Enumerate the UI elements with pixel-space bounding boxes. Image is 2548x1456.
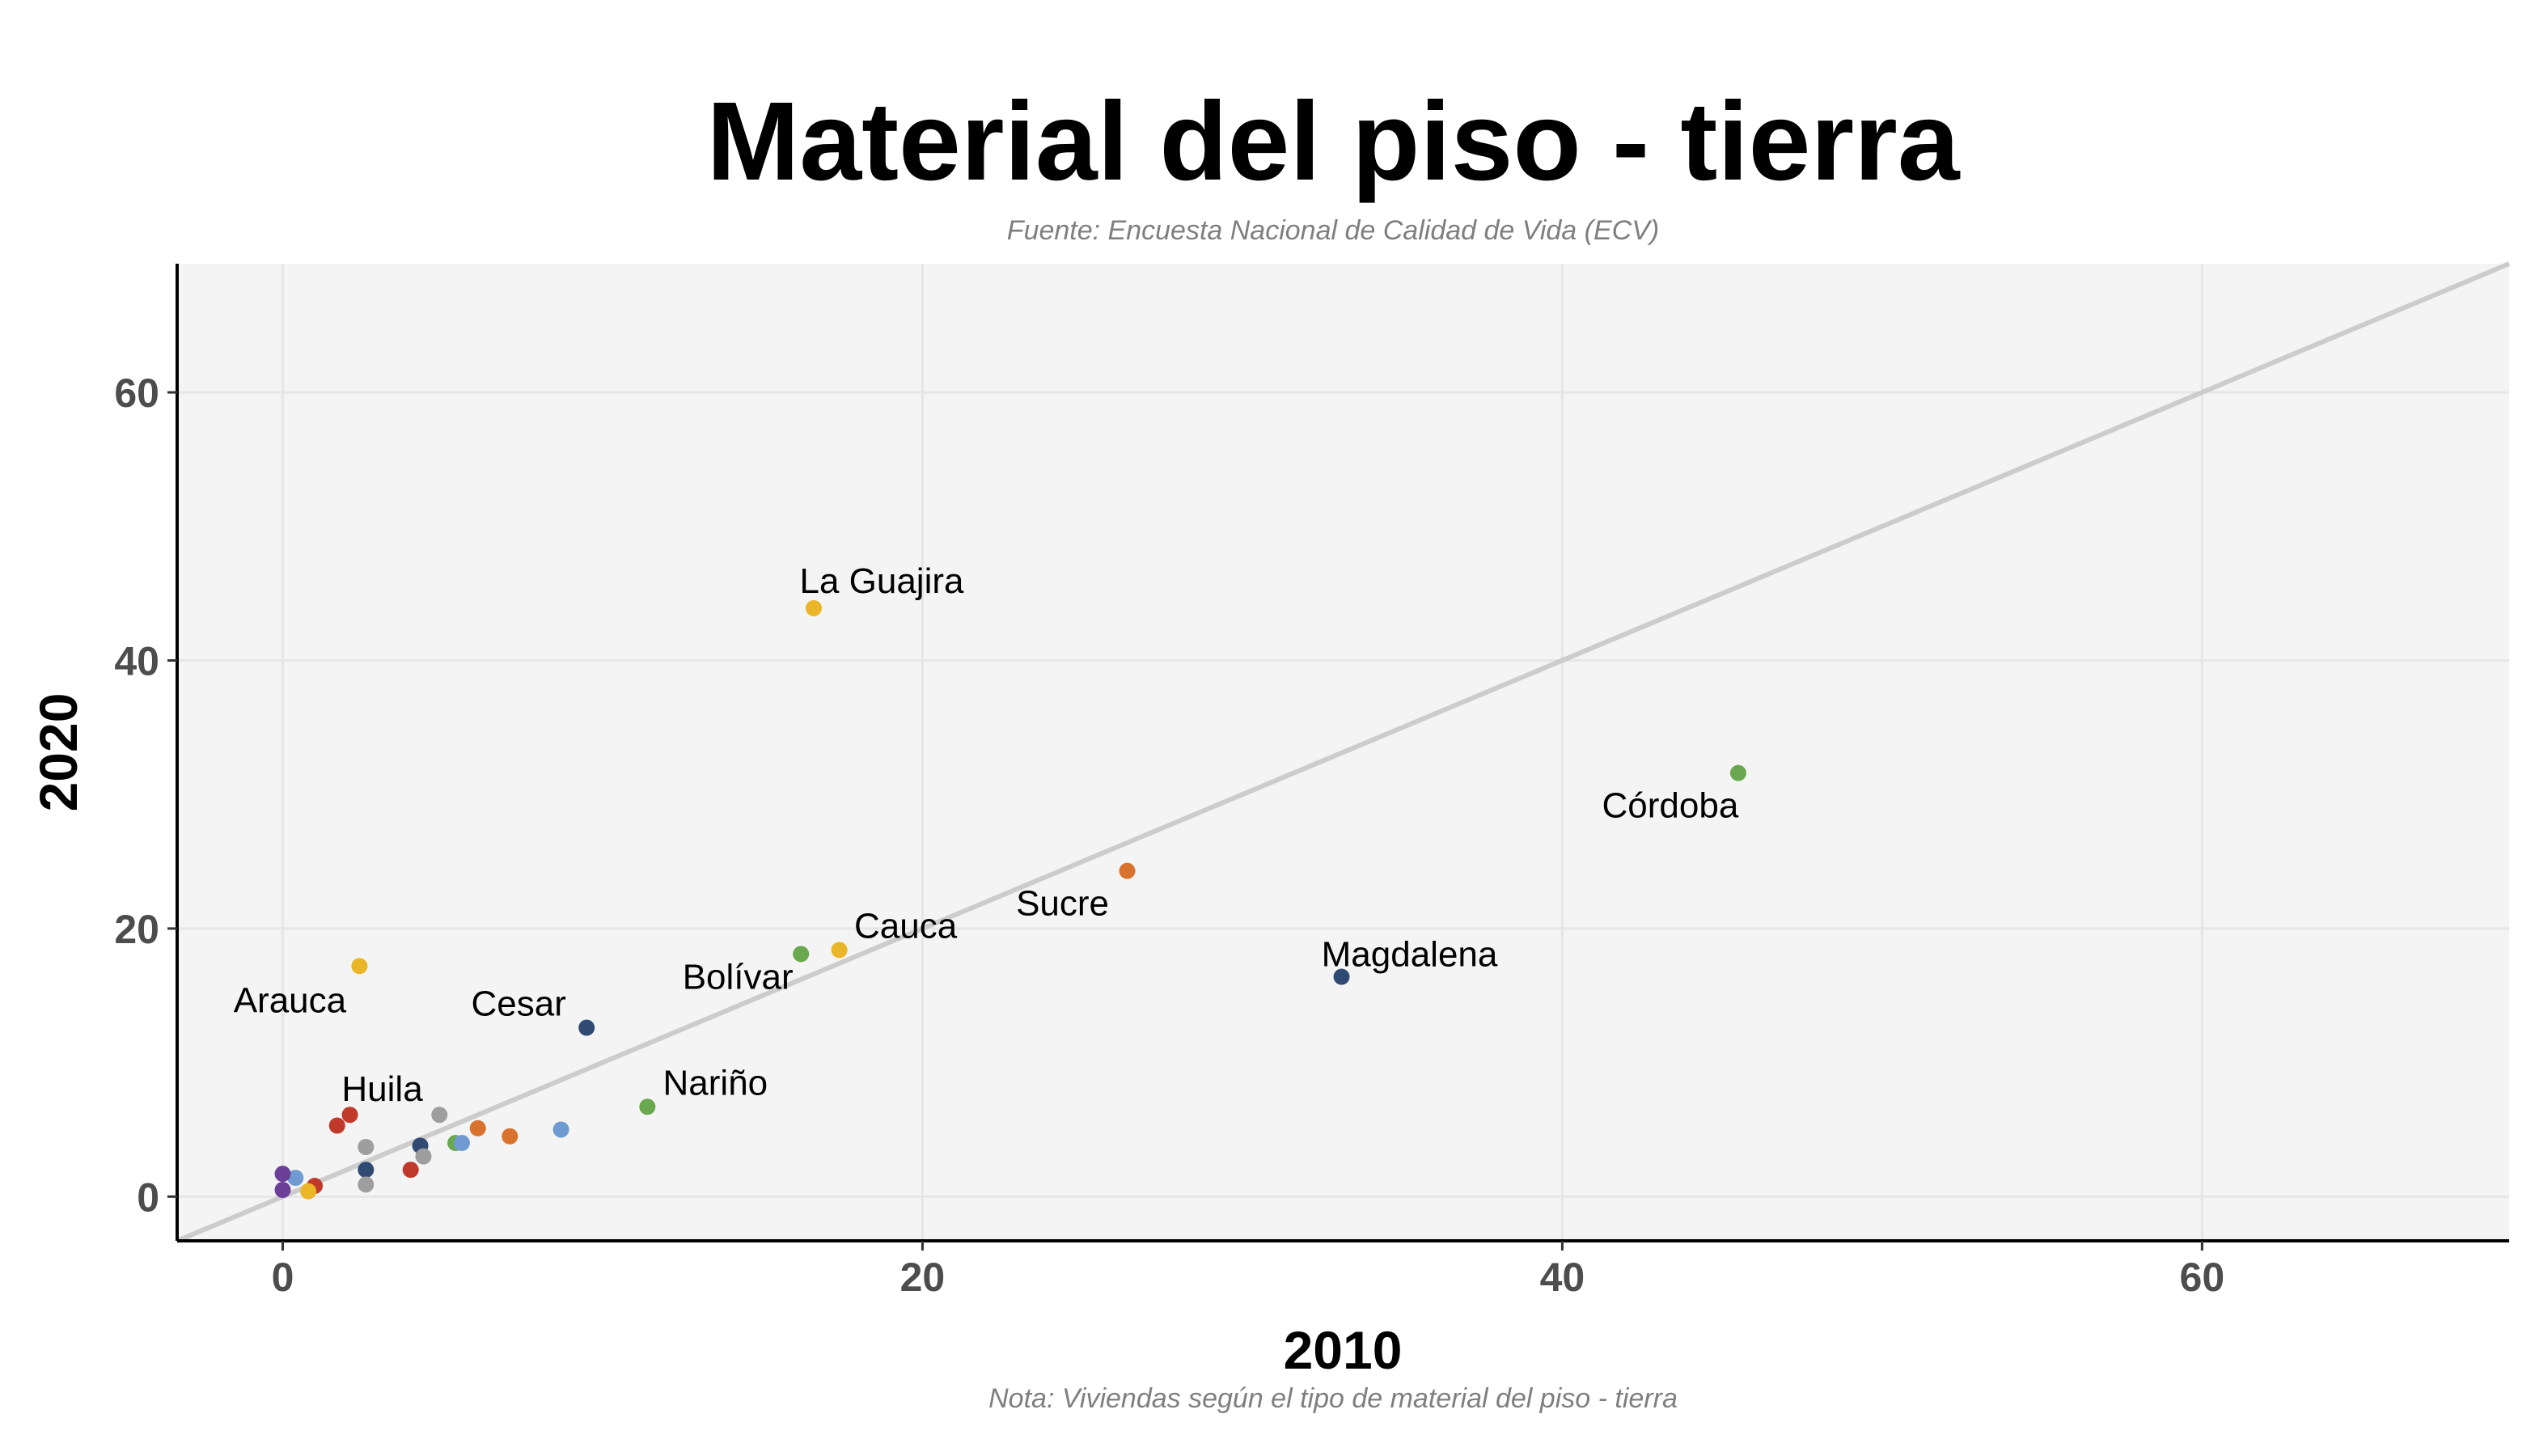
point-label: Cesar xyxy=(472,984,566,1024)
y-tick-label: 60 xyxy=(114,370,159,416)
chart-title: Material del piso - tierra xyxy=(706,79,1960,204)
data-points xyxy=(274,599,1746,1200)
tick-labels: 0 20 40 60 0 20 40 60 xyxy=(114,370,2224,1300)
point-label: Córdoba xyxy=(1602,786,1739,826)
data-point xyxy=(793,946,810,963)
point-label: Bolívar xyxy=(683,957,794,997)
x-tick-label: 20 xyxy=(900,1255,946,1300)
chart-subtitle: Fuente: Encuesta Nacional de Calidad de … xyxy=(1007,215,1659,246)
data-point xyxy=(502,1128,518,1145)
data-point xyxy=(639,1098,656,1115)
data-point xyxy=(1333,968,1350,985)
data-point xyxy=(341,1107,358,1124)
point-label: La Guajira xyxy=(799,561,964,601)
x-tick-label: 40 xyxy=(1540,1255,1585,1300)
data-point xyxy=(831,942,848,959)
data-point xyxy=(274,1166,291,1183)
point-label: Nariño xyxy=(663,1063,768,1103)
y-tick-label: 0 xyxy=(137,1175,159,1220)
y-tick-label: 40 xyxy=(114,638,159,684)
data-point xyxy=(358,1176,375,1193)
point-label: Cauca xyxy=(854,906,958,946)
point-label: Huila xyxy=(341,1069,423,1109)
x-tick-label: 0 xyxy=(272,1255,294,1300)
data-point xyxy=(431,1107,448,1124)
data-point xyxy=(287,1170,304,1187)
point-label: Arauca xyxy=(234,980,347,1020)
data-point xyxy=(358,1162,375,1179)
data-point xyxy=(1119,862,1136,879)
data-point xyxy=(274,1182,291,1199)
data-point xyxy=(1729,764,1746,781)
axes xyxy=(176,264,2509,1242)
data-point xyxy=(453,1135,470,1152)
data-point xyxy=(469,1120,486,1136)
reference-line xyxy=(176,261,2511,1243)
data-point xyxy=(415,1148,432,1165)
identity-line xyxy=(176,261,2511,1243)
chart-caption: Nota: Viviendas según el tipo de materia… xyxy=(988,1383,1678,1414)
data-point xyxy=(300,1183,317,1200)
grid-lines xyxy=(177,264,2509,1241)
data-point xyxy=(578,1019,595,1036)
data-point xyxy=(351,958,368,975)
data-point xyxy=(552,1121,569,1138)
x-axis-title: 2010 xyxy=(1284,1320,1403,1380)
data-point xyxy=(402,1162,419,1179)
point-label: Sucre xyxy=(1016,884,1109,924)
data-point xyxy=(328,1117,345,1134)
x-tick-label: 60 xyxy=(2180,1255,2225,1300)
y-axis-title: 2020 xyxy=(28,693,88,812)
data-point xyxy=(358,1139,375,1156)
data-point xyxy=(805,599,822,616)
point-label: Magdalena xyxy=(1322,935,1498,975)
y-tick-label: 20 xyxy=(114,907,159,952)
point-labels: La Guajira Córdoba Sucre Cauca Bolívar Magdal… xyxy=(234,561,1739,1109)
